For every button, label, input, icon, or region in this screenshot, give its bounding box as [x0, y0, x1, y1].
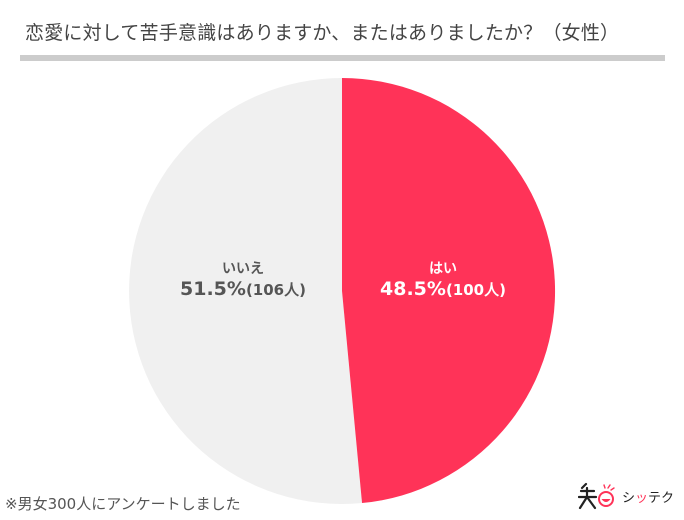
- slice-label-yes: はい 48.5%(100人): [378, 258, 508, 300]
- pie-slice-yes: [342, 78, 556, 504]
- slice-count: (106人): [245, 281, 306, 299]
- slice-percent: 48.5%: [380, 278, 446, 300]
- slice-count: (100人): [445, 281, 506, 299]
- slice-percent: 51.5%: [180, 278, 246, 300]
- slice-name: はい: [429, 261, 457, 277]
- logo-text: シッテク: [622, 487, 674, 506]
- logo-text-part: シ: [622, 490, 636, 506]
- chart-title: 恋愛に対して苦手意識はありますか、またはありましたか？（女性）: [25, 22, 620, 44]
- pie-slice-no: [129, 78, 363, 504]
- logo-text-accent: ッ: [635, 490, 649, 506]
- logo-text-part: テク: [648, 490, 675, 506]
- slice-label-no: いいえ 51.5%(106人): [178, 258, 308, 300]
- logo-mark-icon: [578, 482, 615, 510]
- shitteku-logo: シッテク: [578, 482, 674, 510]
- title-divider: [20, 55, 665, 61]
- slice-name: いいえ: [222, 261, 264, 277]
- survey-footnote: ※男女300人にアンケートしました: [5, 495, 241, 513]
